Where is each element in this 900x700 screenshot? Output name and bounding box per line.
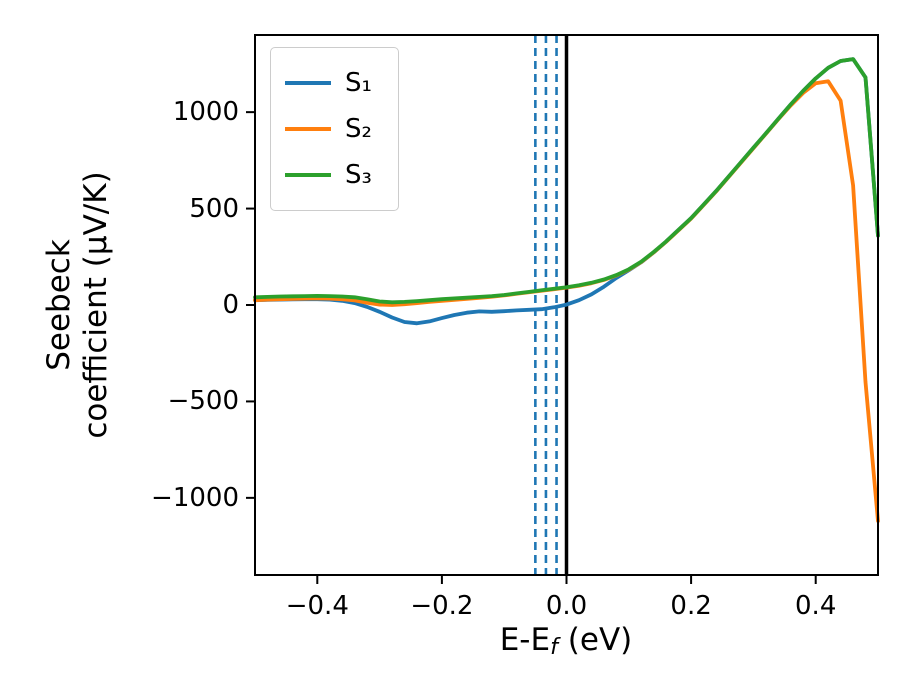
y-tick-label-1000: 1000 [172, 97, 239, 128]
legend: S₁ S₂ S₃ [270, 47, 399, 211]
legend-label-s1: S₁ [345, 68, 372, 98]
legend-item-s2: S₂ [285, 106, 372, 152]
legend-item-s3: S₃ [285, 152, 372, 198]
x-axis-label-unit: (eV) [557, 622, 633, 658]
y-axis-label-line2: coefficient (μV/K) [78, 171, 114, 439]
x-tick-label-−0.2: −0.2 [410, 591, 474, 621]
y-tick-label-500: 500 [189, 193, 239, 224]
x-tick-label-0.4: 0.4 [795, 591, 837, 621]
x-axis-label-main: E-E [499, 622, 551, 658]
y-tick-label-−1000: −1000 [151, 482, 239, 513]
y-tick-label-−500: −500 [167, 386, 239, 417]
legend-line-s2 [285, 127, 331, 131]
series-line-s3 [253, 57, 880, 305]
legend-line-s3 [285, 173, 331, 177]
y-axis-label: Seebeck coefficient (μV/K) [41, 171, 115, 438]
y-axis-label-line1: Seebeck [40, 239, 77, 371]
x-tick-label-0.0: 0.0 [545, 591, 588, 621]
legend-label-s3: S₃ [345, 160, 372, 190]
x-tick-label-0.2: 0.2 [670, 591, 712, 621]
x-axis-label-subscript: f [550, 634, 558, 660]
legend-item-s1: S₁ [285, 60, 372, 106]
y-tick-label-0: 0 [222, 290, 239, 320]
x-axis-label: E-Ef (eV) [500, 622, 633, 660]
legend-line-s1 [285, 81, 331, 85]
x-tick-label-−0.4: −0.4 [285, 591, 349, 621]
legend-label-s2: S₂ [345, 114, 372, 144]
